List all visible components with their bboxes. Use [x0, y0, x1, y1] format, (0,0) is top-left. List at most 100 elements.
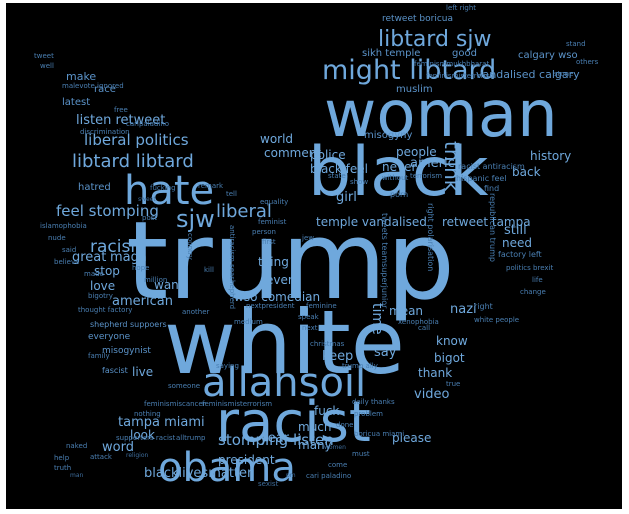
- word-antiracism-seashepherd: antiracism seashepherd: [228, 225, 236, 310]
- word-retweet-tampa: retweet tampa: [442, 215, 531, 229]
- word-problem: problem: [354, 410, 383, 418]
- word-please: please: [392, 431, 432, 445]
- word-shepherd-suppoers: shepherd suppoers: [90, 320, 167, 329]
- word-liberal: liberal: [216, 201, 272, 222]
- word-president: president: [218, 453, 275, 467]
- word-nextpresident: nextpresident: [246, 302, 295, 310]
- word-cari-paladino: cari paladino: [306, 472, 352, 480]
- word-sweet: sweet: [138, 196, 156, 203]
- word-equality: equality: [260, 198, 289, 206]
- word-said: said: [62, 246, 77, 254]
- word-nothing: nothing: [134, 410, 161, 418]
- word-keep: keep: [322, 349, 354, 364]
- word-wso-comedian: wso comedian: [234, 290, 321, 304]
- word-trump: trump: [126, 199, 455, 324]
- word-mean: mean: [389, 304, 424, 318]
- word-never: never: [382, 160, 417, 174]
- word-muslim: muslim: [396, 84, 433, 95]
- word-truth: truth: [54, 464, 72, 472]
- word-thought-factory: thought factory: [78, 306, 133, 314]
- word-back: back: [512, 165, 541, 179]
- word-need: need: [502, 236, 532, 250]
- word-maga: maga: [110, 250, 147, 265]
- word-everyone: everyone: [88, 332, 131, 342]
- word-religion: religion: [126, 452, 149, 459]
- word-feminismiscancer: feminismiscancer: [144, 400, 206, 408]
- word-bigotry: bigotry: [88, 292, 113, 300]
- word-islamophobia: islamophobia: [40, 222, 87, 230]
- word-black: black: [308, 133, 489, 212]
- word-america: america: [410, 156, 463, 171]
- word-white-people: white people: [474, 316, 520, 324]
- word-good: good: [452, 48, 477, 59]
- word-saying: saying: [216, 362, 239, 370]
- word-nazi: nazi: [450, 302, 477, 317]
- word-woman: woman: [324, 78, 558, 152]
- word-true: true: [446, 380, 461, 388]
- word-feminismmukhbharat: feminismmukhbharat: [414, 60, 490, 68]
- word-state: state: [328, 172, 346, 180]
- word-country: country: [186, 233, 194, 260]
- word-misogynist: misogynist: [102, 346, 151, 356]
- word-boricua-miami: boricua miami: [354, 430, 405, 438]
- word-race: race: [94, 84, 116, 95]
- word-video: video: [414, 387, 450, 402]
- word-show: show: [350, 178, 369, 186]
- word-right-polarisation: right polarisation: [426, 203, 435, 272]
- word-time: time: [369, 303, 385, 335]
- word-libtard-libtard: libtard libtard: [72, 151, 194, 172]
- word-done: done: [336, 421, 354, 429]
- word-jew: jew: [302, 234, 314, 242]
- word-thing: thing: [258, 255, 289, 269]
- word-great: great: [72, 250, 107, 265]
- word-daily-thanks: daily thanks: [352, 398, 395, 406]
- word-come: come: [328, 461, 348, 469]
- word-malevote-ignored: malevote ignored: [62, 82, 124, 90]
- word-girl: girl: [336, 190, 357, 205]
- word-feminine: feminine: [306, 302, 337, 310]
- word-carlpaladino: carlpaladino: [126, 120, 170, 128]
- word-naked: naked: [66, 442, 88, 450]
- word-racism: racism: [90, 237, 147, 257]
- word-think: think: [440, 141, 464, 192]
- word-stop: stop: [94, 264, 120, 278]
- word-feminist: feminist: [258, 218, 287, 226]
- word-know: know: [436, 334, 468, 348]
- word-first: first: [262, 238, 276, 246]
- word-stand: stand: [566, 40, 586, 48]
- word-look: look: [130, 428, 155, 442]
- word-christmas: christmas: [310, 340, 345, 348]
- word-another: another: [182, 308, 210, 316]
- word-hispanic-feel: hispanic feel: [456, 174, 507, 183]
- word-hatred: hatred: [78, 182, 111, 193]
- word-tweets-teamsuperjunior: tweets teamsuperjunior: [380, 213, 389, 309]
- word-remark: remark: [198, 182, 224, 190]
- word-factory-left: factory left: [498, 250, 542, 259]
- word-libtard-sjw: libtard sjw: [378, 27, 492, 52]
- word-live: live: [132, 365, 154, 379]
- word-year: year: [260, 431, 290, 446]
- word-might-libtard: might libtard: [322, 55, 497, 86]
- word-sexist: sexist: [258, 480, 279, 488]
- word-kill: kill: [204, 266, 214, 274]
- word-hope: hope: [132, 264, 150, 272]
- word-many: many: [298, 438, 332, 452]
- word-tell: tell: [226, 190, 237, 198]
- word-person: person: [252, 228, 276, 236]
- word-life: life: [532, 276, 543, 284]
- word-terrorism: terrorism: [410, 172, 443, 180]
- word-people: people: [396, 145, 437, 159]
- word-liberal-politics: liberal politics: [84, 131, 189, 149]
- word-pm: pm: [286, 472, 296, 479]
- word-misogyny: misogyny: [364, 130, 413, 141]
- word-obama: obama: [158, 445, 296, 491]
- word-bigot: bigot: [434, 351, 465, 365]
- word-sjw: sjw: [176, 205, 215, 233]
- word-attack: attack: [90, 453, 112, 461]
- word-stone: stone: [554, 70, 574, 78]
- word-help: help: [54, 454, 70, 462]
- word-alltrump: alltrump: [176, 434, 206, 442]
- word-tweet: tweet: [34, 52, 54, 60]
- word-post: post: [142, 214, 158, 222]
- word-family: family: [88, 352, 110, 360]
